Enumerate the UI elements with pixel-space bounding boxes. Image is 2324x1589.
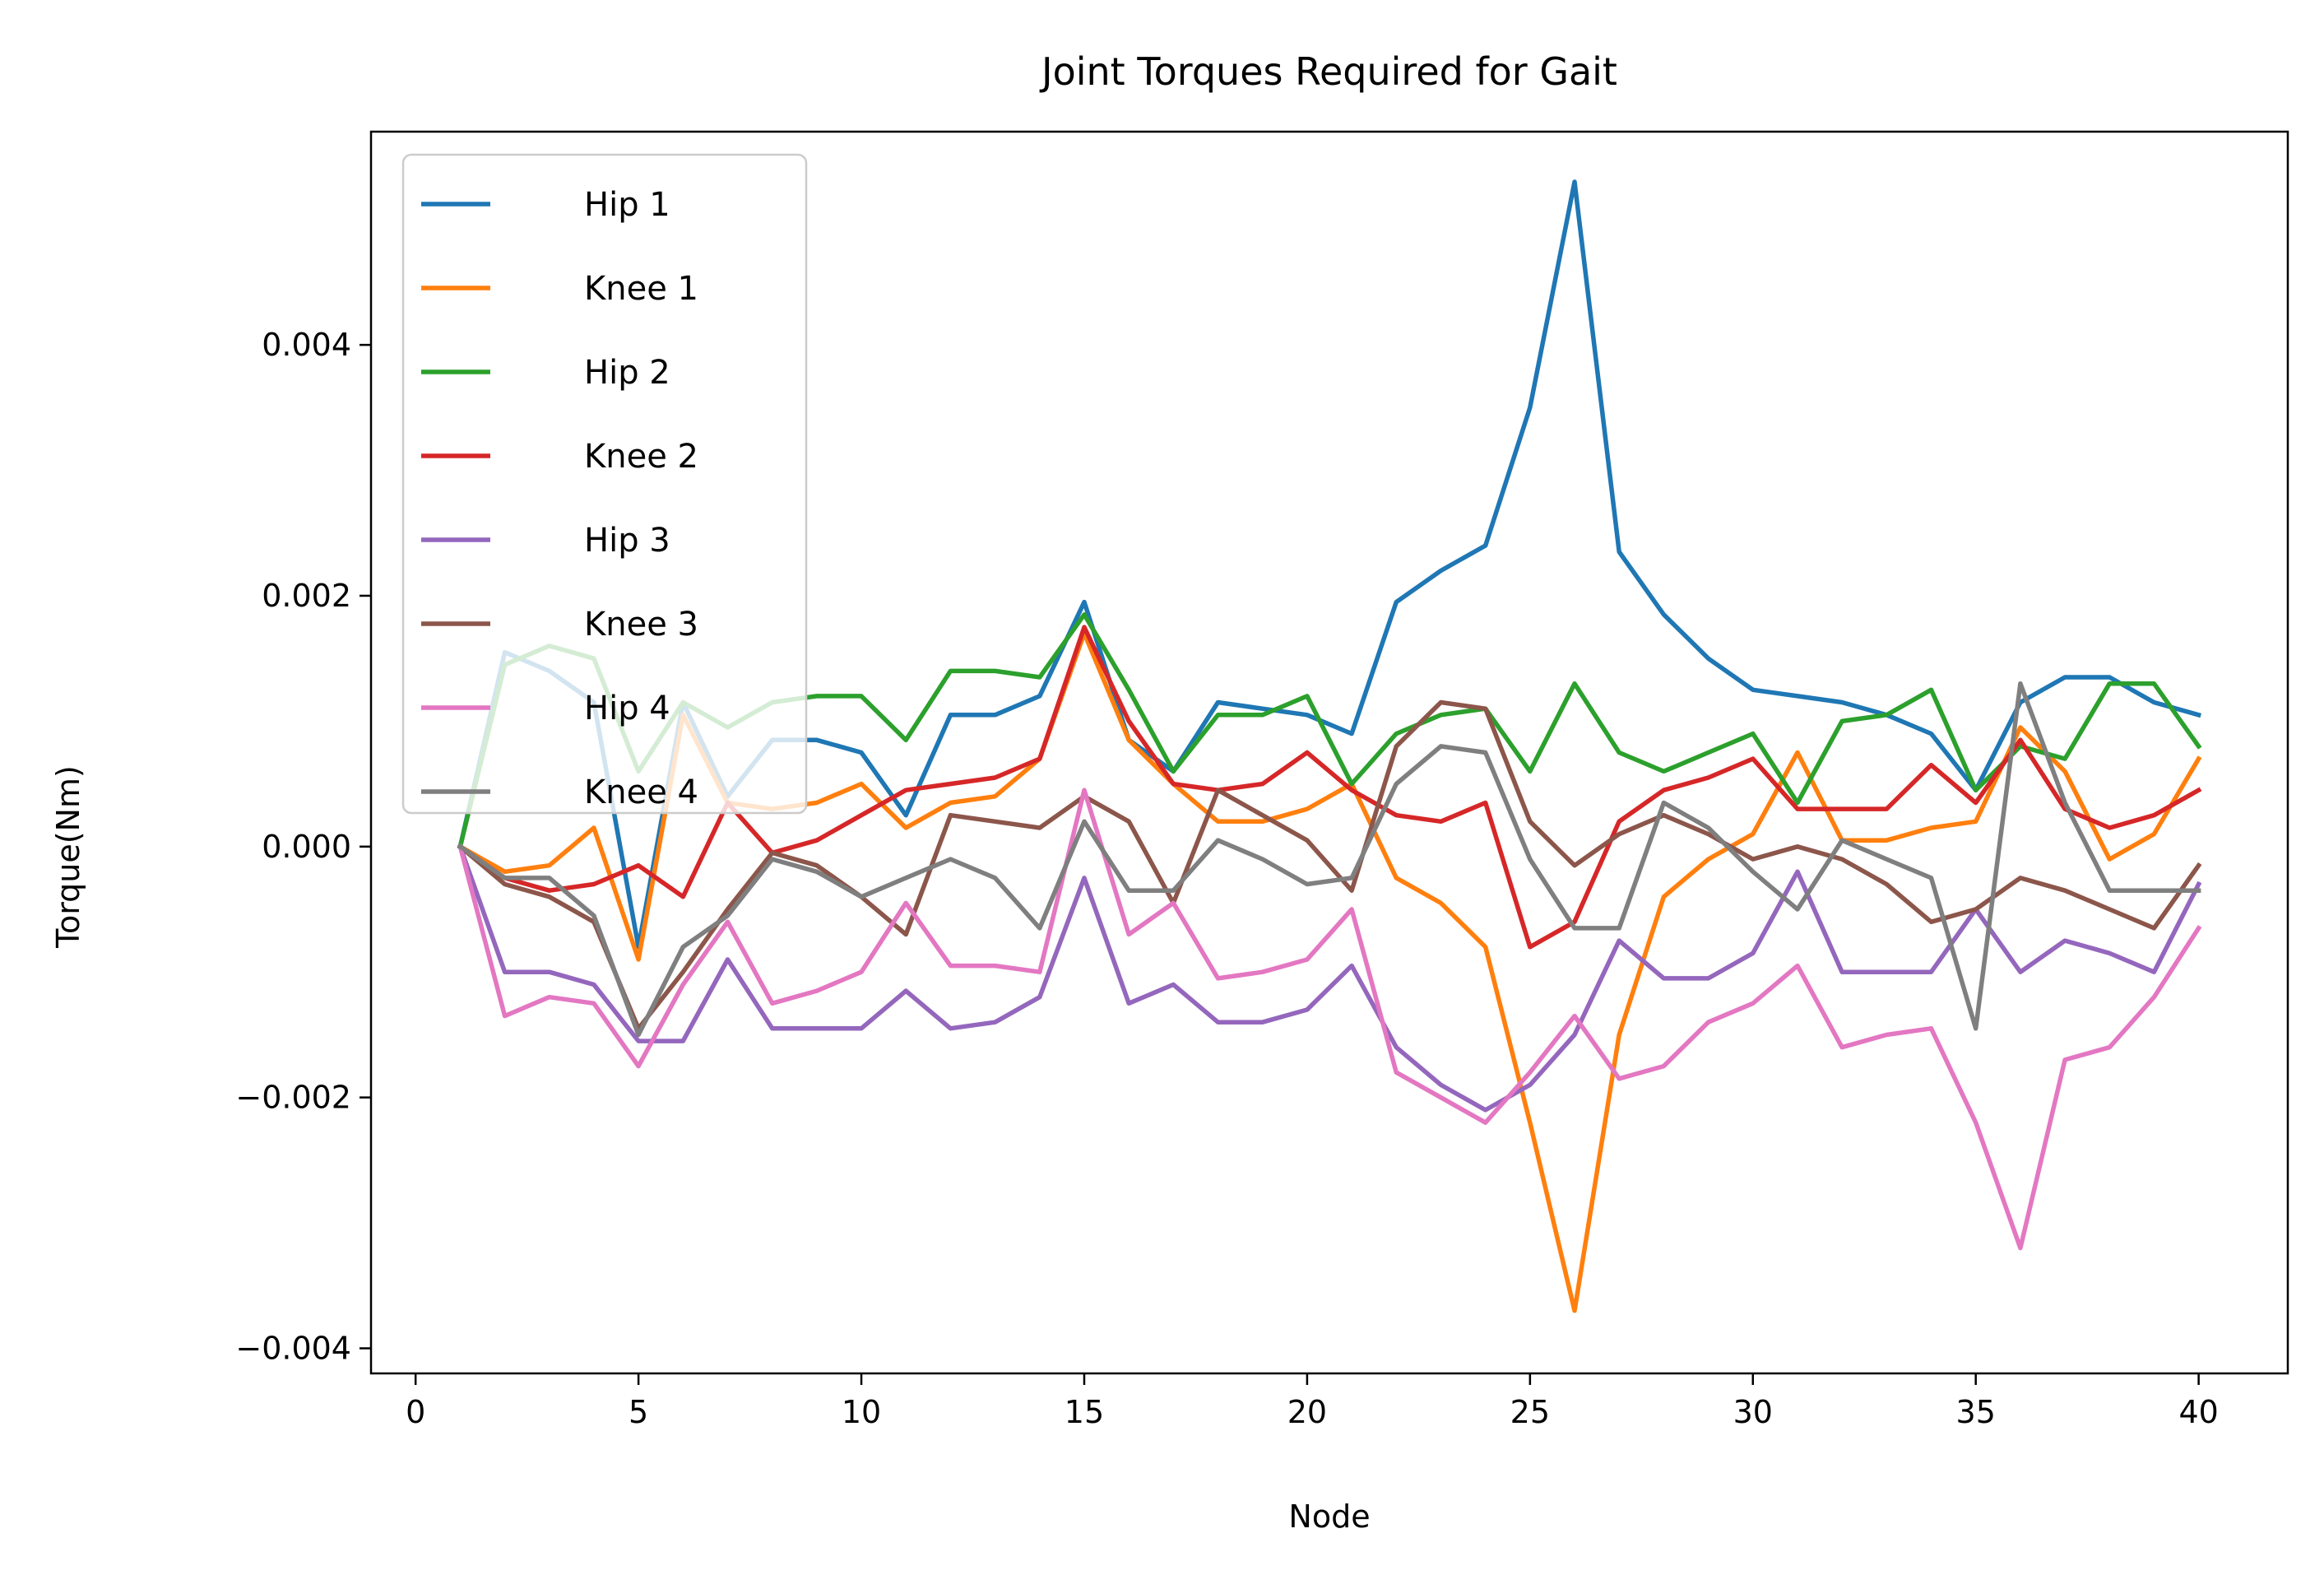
y-axis-ticks: −0.004 −0.002 0.000 0.002 0.004: [235, 327, 371, 1367]
legend-label-5: Knee 3: [584, 606, 698, 643]
x-tick-label: 30: [1733, 1394, 1773, 1430]
plot-frame: [369, 130, 2289, 1375]
legend-label-4: Hip 3: [584, 522, 670, 560]
x-axis-label: Node: [1288, 1498, 1370, 1535]
chart-title: Joint Torques Required for Gait: [1039, 49, 1617, 94]
x-tick-label: 10: [842, 1394, 881, 1430]
legend-label-1: Knee 1: [584, 270, 698, 308]
legend-label-3: Knee 2: [584, 438, 698, 476]
legend: Hip 1 Knee 1 Hip 2 Knee 2 Hip 3 Knee 3 Hip 4 Kn…: [401, 153, 808, 815]
y-tick-label: 0.002: [262, 578, 351, 614]
y-axis-label: Torque(Nm): [50, 765, 86, 949]
x-tick-label: 40: [2178, 1394, 2218, 1430]
x-tick-label: 25: [1510, 1394, 1550, 1430]
x-tick-label: 15: [1065, 1394, 1104, 1430]
series-line-7: [457, 681, 2201, 1038]
series-line-4: [457, 843, 2202, 1113]
legend-label-0: Hip 1: [584, 186, 670, 224]
legend-label-6: Hip 4: [584, 690, 670, 727]
x-tick-label: 20: [1287, 1394, 1327, 1430]
x-tick-label: 35: [1956, 1394, 1996, 1430]
legend-frame: [401, 153, 808, 815]
series-line-3: [457, 625, 2202, 950]
y-tick-label: −0.002: [235, 1080, 351, 1116]
x-tick-label: 5: [629, 1394, 648, 1430]
series-line-6: [457, 788, 2202, 1251]
y-tick-label: −0.004: [235, 1331, 351, 1367]
x-tick-label: 0: [406, 1394, 425, 1430]
legend-label-2: Hip 2: [584, 354, 670, 392]
x-axis-ticks: 0 5 10 15 20 25 30 35 40: [406, 1373, 2219, 1430]
legend-label-7: Knee 4: [584, 774, 698, 811]
series-line-5: [457, 699, 2202, 1031]
y-tick-label: 0.000: [262, 829, 351, 865]
y-tick-label: 0.004: [262, 327, 351, 363]
